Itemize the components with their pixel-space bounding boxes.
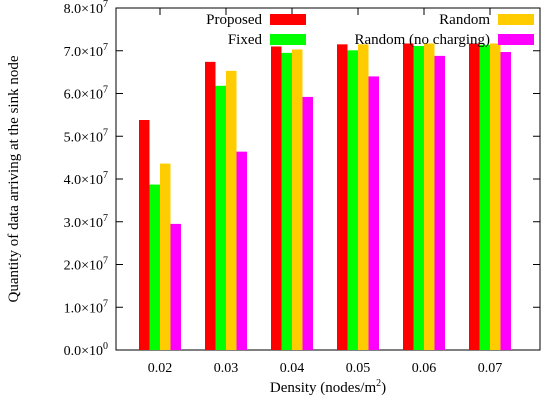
bar-proposed bbox=[271, 46, 282, 350]
legend-swatch-random-no-charging bbox=[498, 34, 534, 45]
bar-fixed bbox=[347, 50, 358, 350]
y-tick-mantissa: 8.0×10 bbox=[64, 2, 103, 17]
y-tick-mantissa: 3.0×10 bbox=[64, 216, 103, 231]
y-tick-label: 4.0×107 bbox=[64, 170, 108, 188]
y-axis-title: Quantity of data arriving at the sink no… bbox=[6, 55, 22, 302]
legend-swatch-fixed bbox=[270, 34, 306, 45]
bar-fixed bbox=[215, 85, 226, 351]
y-tick-exponent: 7 bbox=[103, 42, 108, 53]
x-axis-title-main: Density (nodes/m bbox=[270, 380, 377, 396]
y-tick-exponent: 7 bbox=[103, 0, 108, 10]
bar-proposed bbox=[139, 120, 150, 350]
legend-swatch-random bbox=[498, 14, 534, 25]
bar-proposed bbox=[205, 61, 216, 351]
x-tick-label: 0.06 bbox=[412, 361, 437, 376]
x-axis-title-tail: ) bbox=[381, 380, 386, 396]
x-axis-title: Density (nodes/m2) bbox=[270, 378, 386, 396]
y-tick-label: 6.0×107 bbox=[64, 85, 108, 103]
legend-label-random-no-charging: Random (no charging) bbox=[354, 32, 490, 48]
y-tick-label: 5.0×107 bbox=[64, 127, 108, 145]
bar-random-no-charging bbox=[434, 55, 445, 350]
bar-random bbox=[226, 70, 237, 350]
y-tick-mantissa: 2.0×10 bbox=[64, 259, 103, 274]
bar-random bbox=[358, 44, 369, 351]
y-tick-mantissa: 1.0×10 bbox=[64, 301, 103, 316]
x-tick-label: 0.03 bbox=[214, 361, 239, 376]
bar-random bbox=[424, 43, 435, 351]
bar-random bbox=[490, 43, 501, 351]
y-tick-mantissa: 0.0×10 bbox=[64, 344, 103, 359]
bar-fixed bbox=[413, 46, 424, 351]
legend-label-proposed: Proposed bbox=[206, 12, 262, 28]
x-tick-label: 0.05 bbox=[346, 361, 371, 376]
y-tick-mantissa: 7.0×10 bbox=[64, 45, 103, 60]
y-tick-label: 0.0×100 bbox=[64, 341, 108, 359]
bar-random-no-charging bbox=[302, 96, 313, 350]
y-tick-mantissa: 6.0×10 bbox=[64, 88, 103, 103]
y-tick-label: 1.0×107 bbox=[64, 298, 108, 316]
y-tick-mantissa: 4.0×10 bbox=[64, 173, 103, 188]
legend-label-random: Random bbox=[439, 12, 490, 28]
bar-fixed bbox=[149, 184, 160, 350]
y-tick-exponent: 7 bbox=[103, 213, 108, 224]
bar-fixed bbox=[281, 52, 292, 350]
x-axis-title-sup: 2 bbox=[376, 378, 381, 389]
y-tick-exponent: 7 bbox=[103, 127, 108, 138]
bar-random bbox=[160, 163, 171, 350]
y-tick-exponent: 7 bbox=[103, 256, 108, 267]
y-tick-label: 3.0×107 bbox=[64, 213, 108, 231]
y-tick-label: 7.0×107 bbox=[64, 42, 108, 60]
bar-random-no-charging bbox=[170, 223, 181, 350]
y-tick-label: 8.0×107 bbox=[64, 0, 108, 17]
bar-random-no-charging bbox=[236, 151, 247, 350]
x-tick-label: 0.07 bbox=[478, 361, 503, 376]
y-tick-mantissa: 5.0×10 bbox=[64, 130, 103, 145]
y-tick-exponent: 0 bbox=[103, 341, 108, 352]
bar-random bbox=[292, 49, 303, 350]
bar-proposed bbox=[337, 44, 348, 351]
bar-proposed bbox=[403, 43, 414, 351]
y-tick-exponent: 7 bbox=[103, 170, 108, 181]
y-tick-label: 2.0×107 bbox=[64, 256, 108, 274]
x-tick-label: 0.04 bbox=[280, 361, 305, 376]
y-tick-exponent: 7 bbox=[103, 298, 108, 309]
bar-random-no-charging bbox=[368, 76, 379, 351]
legend-swatch-proposed bbox=[270, 14, 306, 25]
bar-random-no-charging bbox=[500, 52, 511, 350]
bar-proposed bbox=[469, 43, 480, 351]
y-tick-exponent: 7 bbox=[103, 85, 108, 96]
x-tick-label: 0.02 bbox=[148, 361, 173, 376]
legend-label-fixed: Fixed bbox=[228, 32, 263, 48]
bar-fixed bbox=[479, 44, 490, 350]
